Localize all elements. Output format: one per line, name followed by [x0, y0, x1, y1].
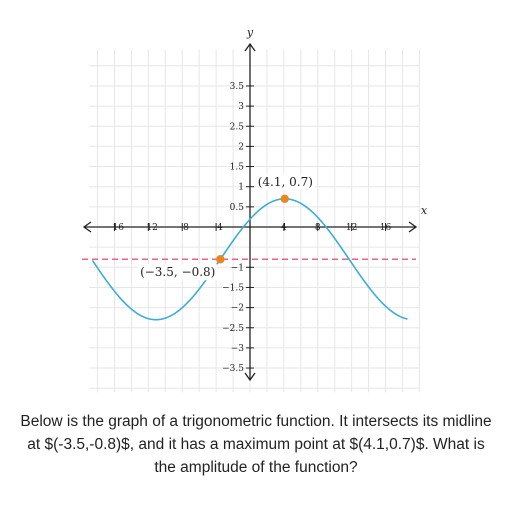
- y-tick-label: 3: [238, 102, 244, 112]
- y-tick-label: 0.5: [230, 203, 245, 213]
- y-tick-label: −3.5: [222, 364, 244, 374]
- y-tick-label: 3.5: [230, 82, 245, 92]
- points: (−3.5, −0.8) (4.1, 0.7): [138, 173, 315, 281]
- point-label: (−3.5, −0.8): [140, 265, 215, 279]
- x-tick-label: −16: [105, 223, 124, 233]
- grid: [89, 49, 420, 393]
- y-axis-arrow-up: [244, 42, 256, 52]
- y-axis-arrow-down: [244, 372, 256, 382]
- x-tick-label: −12: [139, 223, 158, 233]
- axes: [82, 42, 418, 382]
- y-tick-label: −1.5: [222, 283, 244, 293]
- trig-curve: [91, 197, 408, 321]
- highlighted-point: [280, 194, 289, 203]
- point-label: (4.1, 0.7): [258, 175, 313, 189]
- x-axis-arrow-left: [82, 221, 92, 233]
- y-tick-label: −2: [231, 304, 244, 314]
- x-tick-label: −8: [176, 223, 190, 233]
- y-tick-label: −1: [231, 263, 244, 273]
- y-tick-label: −2.5: [222, 324, 244, 334]
- x-axis-label: x: [421, 204, 428, 217]
- x-tick-label: −4: [209, 223, 223, 233]
- highlighted-point: [216, 255, 225, 264]
- tick-labels: −16 −12 −8 −4 4 8 12 16 −3.5 −3 −2.5 −2 −1.5 −1 0.5 1 1.…: [105, 82, 392, 374]
- x-axis-arrow-right: [408, 221, 418, 233]
- x-tick-label: 8: [315, 223, 321, 233]
- point-label-background: [255, 173, 315, 190]
- y-tick-label: −3: [231, 344, 245, 354]
- y-tick-label: 1.5: [230, 163, 245, 173]
- x-tick-label: 4: [281, 223, 287, 233]
- x-tick-label: 16: [380, 223, 392, 233]
- y-tick-label: 1: [238, 183, 244, 193]
- x-tick-label: 12: [346, 223, 357, 233]
- y-tick-label: 2: [238, 142, 244, 152]
- y-axis-label: y: [246, 26, 254, 39]
- function-graph: −16 −12 −8 −4 4 8 12 16 −3.5 −3 −2.5 −2 −1.5 −1 0.5 1 1.…: [82, 26, 428, 393]
- point-label-background: [138, 264, 218, 281]
- y-tick-label: 2.5: [230, 122, 245, 132]
- question-text: Below is the graph of a trigonometric fu…: [20, 413, 492, 476]
